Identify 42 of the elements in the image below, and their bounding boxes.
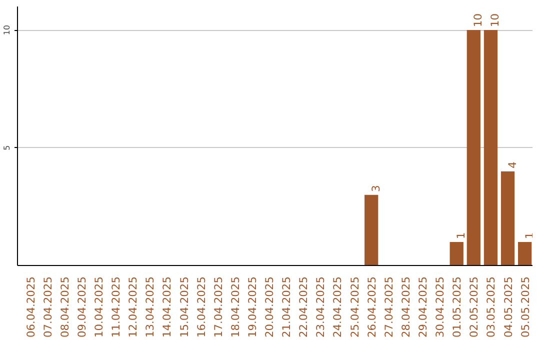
x-tick-label: 18.04.2025 — [228, 276, 242, 338]
x-tick-label: 25.04.2025 — [348, 276, 362, 338]
x-tick-label: 16.04.2025 — [194, 276, 208, 338]
x-tick-label: 22.04.2025 — [297, 276, 310, 338]
x-tick-label: 29.04.2025 — [416, 276, 430, 338]
x-tick-label: 14.04.2025 — [160, 276, 174, 338]
bar — [484, 30, 498, 266]
x-tick-label: 12.04.2025 — [126, 276, 140, 338]
bar — [518, 242, 532, 266]
y-tick-label: 5 — [2, 145, 12, 150]
bar — [364, 194, 378, 266]
x-tick-label: 20.04.2025 — [263, 276, 276, 338]
bar — [466, 30, 480, 266]
x-tick-label: 11.04.2025 — [110, 276, 123, 338]
x-tick-label: 03.05.2025 — [484, 276, 498, 338]
x-tick-label: 23.04.2025 — [314, 276, 328, 338]
x-tick-label: 24.04.2025 — [331, 276, 344, 338]
x-tick-label: 26.04.2025 — [365, 276, 378, 338]
bar — [450, 242, 464, 266]
data-label: 3 — [369, 185, 382, 192]
x-tick-label: 05.05.2025 — [518, 276, 532, 338]
x-tick-label: 19.04.2025 — [246, 276, 259, 338]
x-tick-label: 06.04.2025 — [24, 276, 38, 338]
bar — [500, 171, 515, 266]
x-tick-label: 08.04.2025 — [58, 276, 72, 338]
x-tick-label: 01.05.2025 — [450, 276, 464, 338]
x-tick-label: 30.04.2025 — [434, 276, 447, 338]
x-tick-label: 04.05.2025 — [502, 276, 515, 338]
x-tick-label: 17.04.2025 — [212, 276, 225, 338]
x-tick-label: 07.04.2025 — [41, 276, 54, 338]
data-label: 10 — [488, 13, 502, 28]
x-tick-label: 28.04.2025 — [399, 276, 412, 338]
x-tick-label: 27.04.2025 — [382, 276, 396, 338]
x-tick-label: 21.04.2025 — [280, 276, 294, 338]
data-label: 10 — [472, 13, 485, 28]
data-label: 4 — [506, 161, 519, 168]
x-tick-label: 09.04.2025 — [75, 276, 88, 338]
x-tick-label: 10.04.2025 — [92, 276, 106, 338]
x-tick-label: 02.05.2025 — [468, 276, 481, 338]
x-tick-label: 15.04.2025 — [178, 276, 191, 338]
x-tick-label: 13.04.2025 — [144, 276, 157, 338]
data-label: 1 — [454, 232, 468, 239]
